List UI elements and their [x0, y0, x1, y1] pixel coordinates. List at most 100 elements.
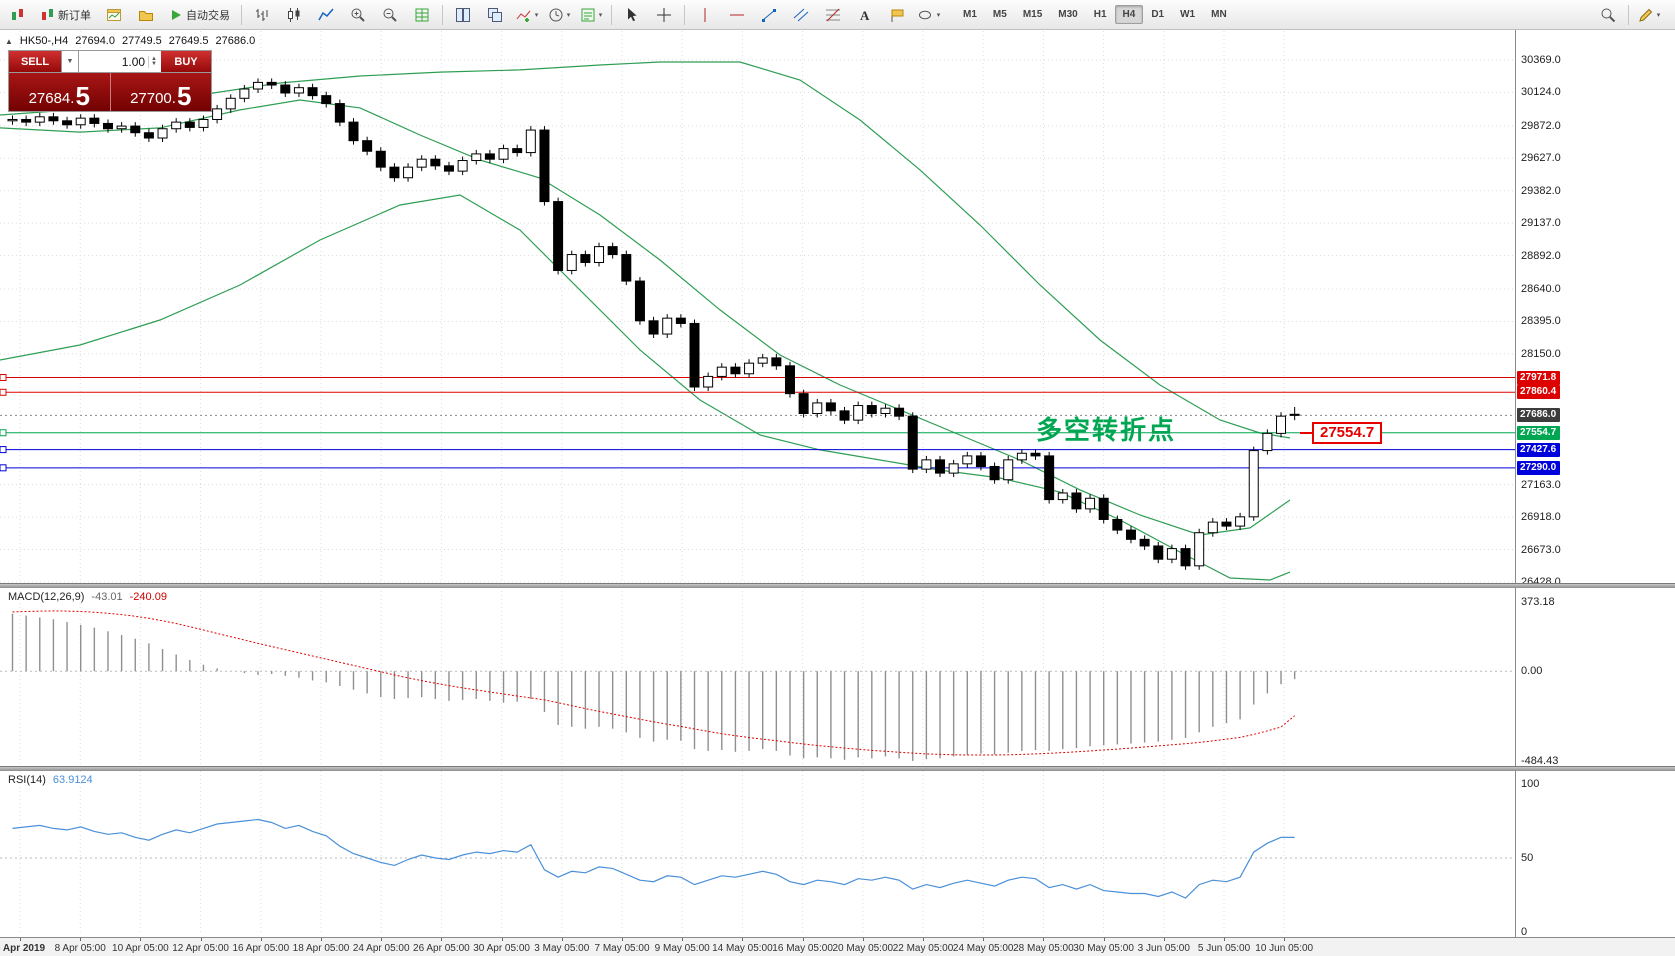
templates-button[interactable]: ▾: [575, 2, 607, 28]
price-tick-label: 28150.0: [1521, 347, 1561, 360]
ohlc-open: 27694.0: [75, 35, 115, 47]
new-order-label: 新订单: [58, 9, 91, 22]
timeframe-h4[interactable]: H4: [1114, 5, 1144, 24]
new-order-button[interactable]: 新订单: [34, 2, 98, 28]
ohlc-low: 27649.5: [168, 35, 209, 47]
timeframe-h1[interactable]: H1: [1093, 9, 1107, 20]
time-tick: [20, 938, 21, 941]
chevron-down-icon: ▾: [566, 11, 571, 19]
app-icon: [2, 2, 34, 28]
horizontal-line-icon[interactable]: [721, 2, 753, 28]
chevron-down-icon: ▾: [598, 11, 603, 19]
time-label: 28 May 05:00: [1013, 943, 1074, 954]
new-chart-icon[interactable]: [98, 2, 130, 28]
rsi-label: RSI(14) 63.9124: [8, 774, 93, 786]
cascade-windows-icon[interactable]: [479, 2, 511, 28]
time-label: 14 May 05:00: [712, 943, 773, 954]
time-label: 3 May 05:00: [534, 943, 590, 954]
macd-tick-label: -484.43: [1521, 755, 1559, 767]
price-callout[interactable]: 27554.7: [1312, 422, 1383, 444]
text-icon[interactable]: A: [849, 2, 881, 28]
macd-label: MACD(12,26,9) -43.01 -240.09: [8, 591, 167, 603]
sell-button[interactable]: SELL: [9, 51, 61, 72]
pane-separator[interactable]: [0, 766, 1675, 771]
timeframe-d1[interactable]: D1: [1151, 9, 1165, 20]
timeframe-m1[interactable]: M1: [963, 9, 977, 20]
shapes-button[interactable]: ▾: [913, 2, 945, 28]
price-tick-label: 28892.0: [1521, 249, 1561, 262]
price-callout-leader: [1300, 432, 1313, 434]
buy-price-pip: 5: [176, 81, 192, 111]
time-tick: [862, 938, 864, 941]
pane-separator[interactable]: [0, 583, 1675, 588]
fibonacci-icon[interactable]: [817, 2, 849, 28]
tile-windows-icon[interactable]: [447, 2, 479, 28]
zoom-out-icon[interactable]: [374, 2, 406, 28]
volume-stepper[interactable]: ▲ ▼: [148, 55, 159, 68]
time-label: 18 Apr 05:00: [292, 943, 350, 954]
trend-annotation[interactable]: 多空转折点: [1036, 415, 1177, 445]
price-tick-label: 28640.0: [1521, 283, 1561, 295]
bar-chart-icon[interactable]: [246, 2, 278, 28]
rsi-tick-label: 100: [1521, 778, 1540, 790]
search-icon[interactable]: [1592, 2, 1624, 28]
symbol-label: HK50-,H4: [19, 35, 69, 47]
rsi-value: 63.9124: [52, 774, 93, 786]
trendline-icon[interactable]: [753, 2, 785, 28]
price-line-label: 27427.6: [1517, 442, 1561, 457]
time-tick: [742, 938, 744, 941]
buy-button[interactable]: BUY: [161, 51, 211, 72]
one-click-trade-panel: SELL ▼ 1.00 ▲ ▼ BUY 27684. 5 27700. 5: [8, 50, 212, 112]
time-label: 24 May 05:00: [952, 943, 1014, 954]
time-tick: [1043, 938, 1045, 941]
vertical-line-icon[interactable]: [689, 2, 721, 28]
edit-icon[interactable]: ▾: [1633, 2, 1665, 28]
line-chart-icon[interactable]: [310, 2, 342, 28]
crosshair-icon[interactable]: [648, 2, 680, 28]
time-label: 16 May 05:00: [772, 943, 833, 954]
label-icon[interactable]: [881, 2, 913, 28]
time-label: 16 Apr 05:00: [232, 943, 290, 954]
cursor-icon[interactable]: [616, 2, 648, 28]
timeframe-m30[interactable]: M30: [1058, 9, 1078, 20]
sell-price[interactable]: 27684. 5: [9, 73, 110, 111]
timeframe-mn[interactable]: MN: [1211, 9, 1227, 20]
grid-icon[interactable]: [406, 2, 438, 28]
buy-price[interactable]: 27700. 5: [109, 73, 211, 111]
timeframe-toolbar: M1 M5 M15 M30 H1 H4 D1 W1 MN: [955, 5, 1235, 24]
candlestick-chart-icon[interactable]: [278, 2, 310, 28]
price-tick-label: 30124.0: [1521, 86, 1561, 99]
price-tick-label: 29627.0: [1521, 152, 1561, 165]
time-label: 10 Jun 05:00: [1255, 943, 1314, 954]
chart-canvas[interactable]: [0, 0, 1515, 937]
chevron-down-icon: ▾: [936, 11, 941, 19]
time-label: 8 Apr 2019: [0, 943, 46, 954]
time-label: 10 Apr 05:00: [112, 943, 169, 954]
price-tick-label: 29382.0: [1521, 184, 1561, 197]
toolbar-separator: [1628, 4, 1629, 25]
toolbar-separator: [684, 4, 685, 25]
zoom-in-icon[interactable]: [342, 2, 374, 28]
volume-dropdown[interactable]: ▼: [61, 51, 79, 72]
time-label: 7 May 05:00: [594, 943, 650, 954]
time-label: 3 Jun 05:00: [1137, 943, 1190, 954]
profiles-icon[interactable]: [130, 2, 162, 28]
timeframe-m5[interactable]: M5: [992, 9, 1007, 20]
autotrade-button[interactable]: 自动交易: [162, 2, 237, 28]
timeframe-m15[interactable]: M15: [1022, 9, 1043, 20]
periods-button[interactable]: ▾: [543, 2, 575, 28]
volume-input[interactable]: 1.00 ▲ ▼: [79, 51, 161, 72]
channel-icon[interactable]: [785, 2, 817, 28]
price-tick-label: 30369.0: [1521, 54, 1561, 66]
macd-signal-value: -240.09: [129, 591, 167, 603]
ohlc-close: 27686.0: [215, 35, 256, 47]
sell-price-main: 27684.: [28, 90, 75, 107]
time-label: 30 May 05:00: [1073, 943, 1134, 954]
volume-value: 1.00: [121, 54, 146, 69]
timeframe-w1[interactable]: W1: [1180, 9, 1196, 20]
toolbar-separator: [241, 4, 242, 25]
one-click-panel-toggle[interactable]: ▲: [5, 36, 13, 46]
indicators-button[interactable]: ▾: [511, 2, 543, 28]
